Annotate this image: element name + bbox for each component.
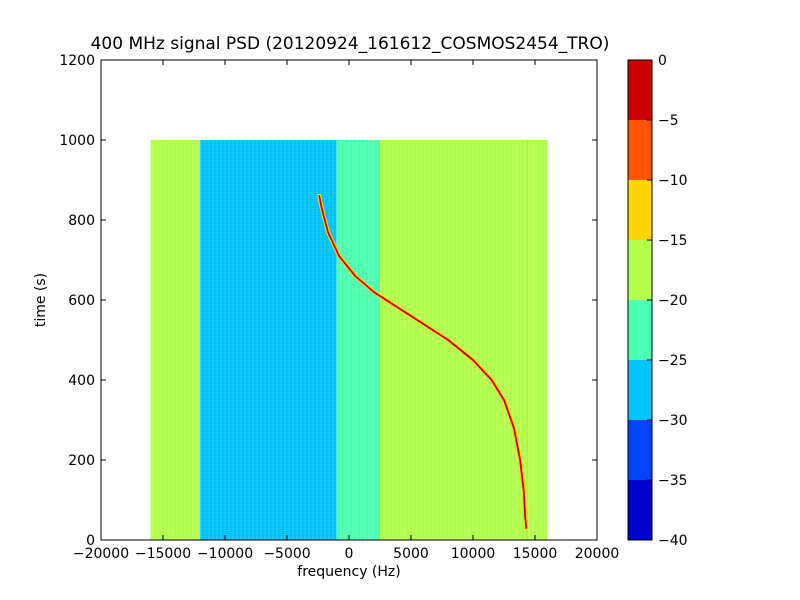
x-tick-label: −10000 <box>197 546 253 562</box>
colorbar-segment <box>628 420 652 480</box>
colorbar-tick-label: −5 <box>658 113 679 129</box>
heatmap-speckle <box>150 140 548 540</box>
x-axis-label: frequency (Hz) <box>297 564 400 580</box>
y-tick-label: 600 <box>68 293 95 309</box>
y-axis-ticks: 0 200 400 600 800 1000 1200 <box>59 53 597 549</box>
colorbar-segment <box>628 360 652 420</box>
colorbar-segment <box>628 60 652 120</box>
colorbar-tick-label: −25 <box>658 353 688 369</box>
colorbar-tick-label: −15 <box>658 233 688 249</box>
x-tick-label: 20000 <box>575 546 620 562</box>
colorbar-tick-label: −20 <box>658 293 688 309</box>
heatmap-texture <box>150 140 548 540</box>
signal-trace <box>317 194 529 530</box>
colorbar <box>628 60 652 540</box>
y-tick-label: 1000 <box>59 133 95 149</box>
y-tick-label: 800 <box>68 213 95 229</box>
y-tick-label: 0 <box>86 533 95 549</box>
x-tick-label: 15000 <box>513 546 558 562</box>
colorbar-segment <box>628 240 652 300</box>
x-tick-label: −15000 <box>135 546 191 562</box>
x-axis-ticks: −20000 −15000 −10000 −5000 0 5000 10000 15000 20… <box>73 60 619 562</box>
x-tick-label: 0 <box>345 546 354 562</box>
plot-area <box>150 140 548 540</box>
signal-trace-line <box>318 195 528 529</box>
colorbar-segment <box>628 300 652 360</box>
colorbar-segment <box>628 480 652 540</box>
colorbar-tick-label: −35 <box>658 473 688 489</box>
colorbar-tick-label: 0 <box>658 53 667 69</box>
colorbar-segment <box>628 180 652 240</box>
colorbar-tick-label: −10 <box>658 173 688 189</box>
colorbar-segment <box>628 120 652 180</box>
x-tick-label: −20000 <box>73 546 129 562</box>
x-tick-label: 10000 <box>451 546 496 562</box>
y-tick-label: 200 <box>68 453 95 469</box>
y-tick-label: 400 <box>68 373 95 389</box>
colorbar-tick-label: −30 <box>658 413 688 429</box>
x-tick-label: −5000 <box>263 546 310 562</box>
y-tick-label: 1200 <box>59 53 95 69</box>
colorbar-ticks: 0 −5 −10 −15 −20 −25 −30 −35 −40 <box>647 53 688 549</box>
colorbar-tick-label: −40 <box>658 533 688 549</box>
y-axis-label: time (s) <box>33 273 49 327</box>
x-tick-label: 5000 <box>393 546 429 562</box>
chart-title: 400 MHz signal PSD (20120924_161612_COSM… <box>91 34 610 54</box>
